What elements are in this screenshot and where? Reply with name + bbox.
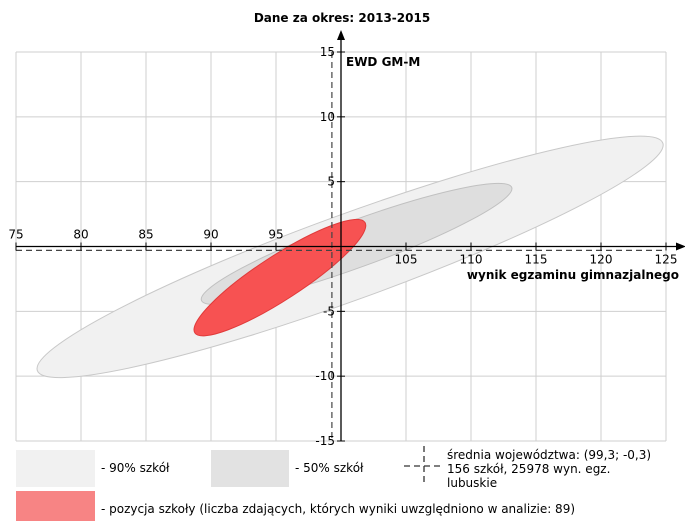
legend-swatch-90 (16, 450, 95, 487)
ellipse-mark (193, 218, 367, 337)
y-tick-labels: -15 -10 -5 5 10 15 (315, 45, 335, 448)
legend-mean-line2: 156 szkół, 25978 wyn. egz. (447, 462, 611, 476)
x-tick-label: 80 (73, 228, 88, 242)
y-tick-label: 15 (320, 45, 335, 59)
x-tick-label: 125 (655, 253, 678, 267)
legend-swatch-school (16, 491, 95, 521)
legend-label-90: - 90% szkół (101, 461, 170, 475)
x-axis-label: wynik egzaminu gimnazjalnego (467, 268, 679, 282)
y-axis-label: EWD GM-M (346, 55, 420, 69)
x-tick-label: 115 (525, 253, 548, 267)
legend-label-50: - 50% szkół (295, 461, 364, 475)
chart-title: Dane za okres: 2013-2015 (254, 11, 430, 25)
x-tick-label: 110 (460, 253, 483, 267)
axes (15, 30, 685, 442)
x-tick-label: 120 (590, 253, 613, 267)
ellipses-layer (36, 135, 664, 379)
x-tick-label: 90 (203, 228, 218, 242)
x-axis-arrow (676, 242, 685, 251)
x-tick-label: 95 (268, 228, 283, 242)
y-tick-label: 5 (327, 175, 335, 189)
legend-label-school: - pozycja szkoły (liczba zdających, któr… (101, 502, 576, 516)
y-tick-label: -10 (315, 369, 335, 383)
legend-mean-line1: średnia województwa: (99,3; -0,3) (447, 448, 652, 462)
x-tick-label: 85 (138, 228, 153, 242)
x-tick-label: 105 (395, 253, 418, 267)
x-tick-labels: 75 80 85 90 95 105 110 115 120 125 (8, 228, 677, 267)
legend-swatch-50 (211, 450, 289, 487)
x-tick-label: 75 (8, 228, 23, 242)
y-tick-label: -5 (323, 304, 335, 318)
y-tick-label: 10 (320, 110, 335, 124)
y-axis-arrow (337, 30, 345, 40)
legend-mean-label: średnia województwa: (99,3; -0,3) 156 sz… (447, 448, 651, 490)
y-tick-label: -15 (315, 434, 335, 448)
legend-mean-line3: lubuskie (447, 476, 498, 490)
legend-mean-symbol (404, 446, 440, 486)
